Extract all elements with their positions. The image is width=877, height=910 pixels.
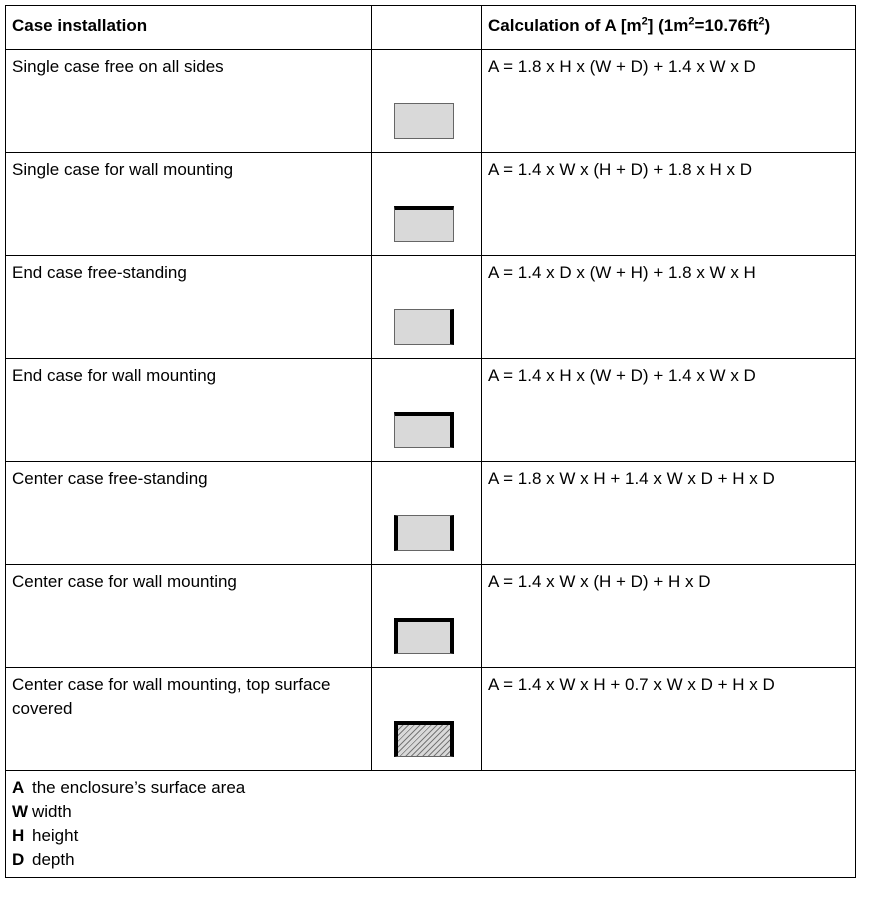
legend-text: the enclosure’s surface area <box>32 778 246 797</box>
legend-text: width <box>32 802 72 821</box>
table-row: Single case free on all sides A = 1.8 x … <box>5 49 856 153</box>
legend-key: A <box>12 778 25 797</box>
table-row: Center case for wall mounting A = 1.4 x … <box>5 564 856 668</box>
case-label: Center case for wall mounting <box>5 564 372 668</box>
legend-key: W <box>12 802 29 821</box>
case-label: Single case for wall mounting <box>5 152 372 256</box>
case-wall-top-icon <box>394 206 454 242</box>
surface-area-table: Case installation Calculation of A [m2] … <box>5 5 856 878</box>
header-calculation: Calculation of A [m2] (1m2=10.76ft2) <box>481 5 856 50</box>
case-formula: A = 1.4 x W x (H + D) + 1.8 x H x D <box>481 152 856 256</box>
case-covered-hatched-icon <box>394 721 454 757</box>
case-formula: A = 1.4 x W x (H + D) + H x D <box>481 564 856 668</box>
case-formula: A = 1.8 x W x H + 1.4 x W x D + H x D <box>481 461 856 565</box>
header-case-installation: Case installation <box>5 5 372 50</box>
case-free-all-sides-icon <box>394 103 454 139</box>
table-row: Center case free-standing A = 1.8 x W x … <box>5 461 856 565</box>
case-formula: A = 1.8 x H x (W + D) + 1.4 x W x D <box>481 49 856 153</box>
legend-text: depth <box>32 850 75 869</box>
case-formula: A = 1.4 x H x (W + D) + 1.4 x W x D <box>481 358 856 462</box>
legend-text: height <box>32 826 79 845</box>
table-row: End case for wall mounting A = 1.4 x H x… <box>5 358 856 462</box>
case-label: End case for wall mounting <box>5 358 372 462</box>
legend-key: H <box>12 826 25 845</box>
case-label: Center case free-standing <box>5 461 372 565</box>
table-row: Single case for wall mounting A = 1.4 x … <box>5 152 856 256</box>
case-formula: A = 1.4 x D x (W + H) + 1.8 x W x H <box>481 255 856 359</box>
legend-key: D <box>12 850 25 869</box>
header-icon-column <box>371 5 482 50</box>
case-label: Single case free on all sides <box>5 49 372 153</box>
case-formula: A = 1.4 x W x H + 0.7 x W x D + H x D <box>481 667 856 771</box>
case-top-right-icon <box>394 412 454 448</box>
case-left-right-icon <box>394 515 454 551</box>
case-label: Center case for wall mounting, top surfa… <box>5 667 372 771</box>
table-row: Center case for wall mounting, top surfa… <box>5 667 856 771</box>
case-top-left-right-icon <box>394 618 454 654</box>
table-header-row: Case installation Calculation of A [m2] … <box>5 5 856 50</box>
case-right-side-icon <box>394 309 454 345</box>
case-label: End case free-standing <box>5 255 372 359</box>
table-row: End case free-standing A = 1.4 x D x (W … <box>5 255 856 359</box>
